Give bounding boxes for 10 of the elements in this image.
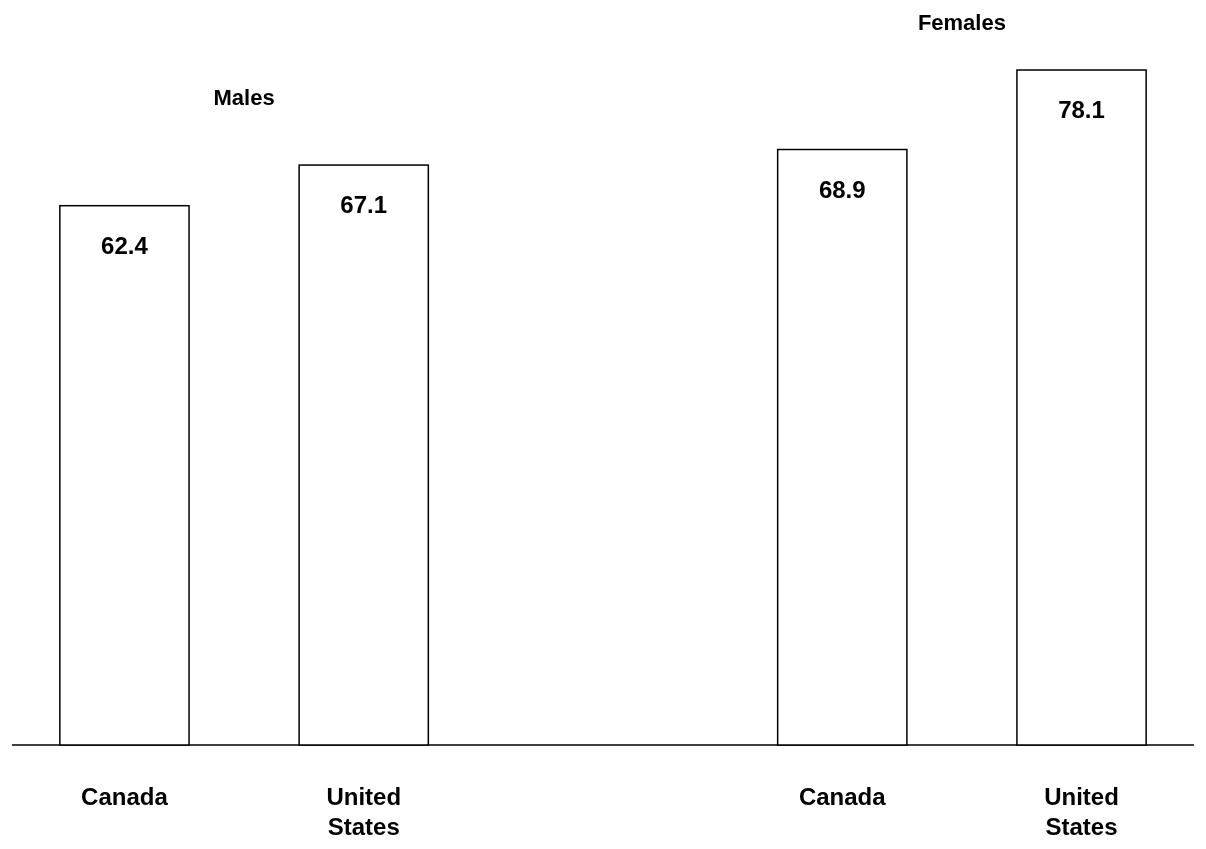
x-tick-label: United States <box>1044 783 1119 840</box>
x-tick-label: Canada <box>798 783 887 810</box>
x-tick-label: Canada <box>81 783 169 810</box>
text: Females <box>917 10 1006 35</box>
data-label: 62.4 <box>101 231 149 259</box>
annotation: Males <box>213 85 275 111</box>
data-label: 68.9 <box>818 175 866 203</box>
data-label: 67.1 <box>340 191 388 219</box>
data-label: 78.1 <box>1058 96 1105 123</box>
x-tick-label: United States <box>326 783 402 840</box>
